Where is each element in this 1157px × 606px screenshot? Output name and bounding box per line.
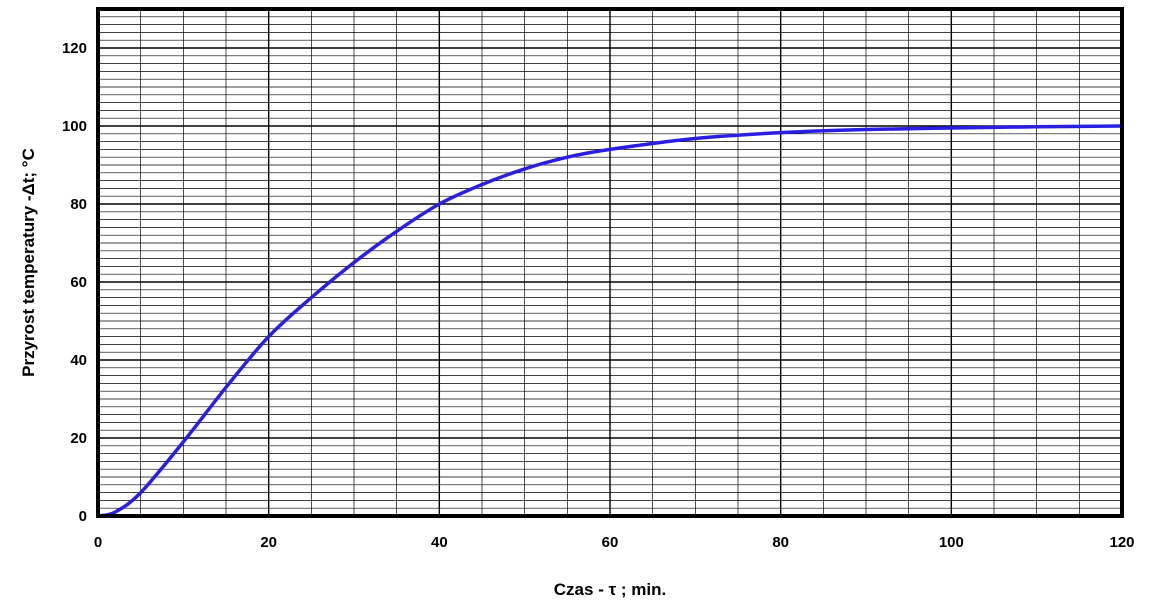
x-tick-labels: 0 20 40 60 80 100 120 bbox=[94, 534, 1135, 551]
y-tick-label: 40 bbox=[70, 352, 87, 369]
x-tick-label: 80 bbox=[772, 534, 789, 551]
x-tick-label: 20 bbox=[260, 534, 277, 551]
y-tick-label: 100 bbox=[62, 118, 87, 135]
x-tick-label: 60 bbox=[602, 534, 619, 551]
x-axis-title: Czas - τ ; min. bbox=[554, 580, 666, 599]
y-axis-title: Przyrost temperatury -Δt; °C bbox=[19, 148, 38, 377]
y-tick-label: 0 bbox=[79, 508, 87, 525]
series-layer bbox=[96, 124, 1124, 518]
x-tick-label: 100 bbox=[939, 534, 964, 551]
x-tick-label: 0 bbox=[94, 534, 102, 551]
y-tick-label: 20 bbox=[70, 430, 87, 447]
x-tick-label: 40 bbox=[431, 534, 448, 551]
y-tick-labels: 0 20 40 60 80 100 120 bbox=[62, 40, 87, 525]
y-tick-label: 120 bbox=[62, 40, 87, 57]
plot-frame bbox=[96, 7, 1124, 518]
x-tick-label: 120 bbox=[1109, 534, 1134, 551]
major-grid bbox=[97, 9, 1123, 517]
y-tick-label: 60 bbox=[70, 274, 87, 291]
y-tick-label: 80 bbox=[70, 196, 87, 213]
series-line-0 bbox=[96, 124, 1124, 518]
